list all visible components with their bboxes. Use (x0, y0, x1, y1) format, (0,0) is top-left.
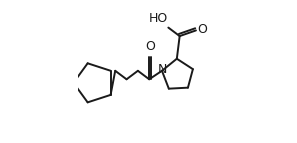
Text: HO: HO (148, 12, 168, 25)
Text: N: N (157, 63, 167, 76)
Text: O: O (145, 40, 155, 53)
Text: O: O (198, 23, 208, 36)
